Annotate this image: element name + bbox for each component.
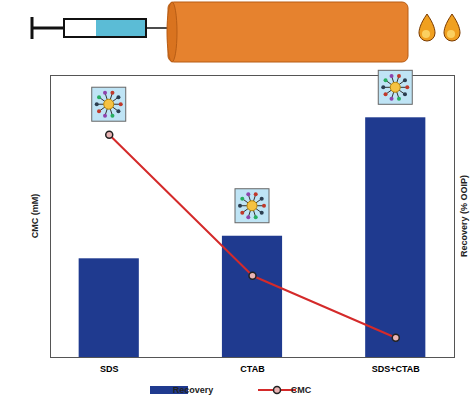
svg-text:Recovery: Recovery (173, 385, 214, 395)
svg-text:SDS: SDS (100, 364, 119, 374)
svg-text:CMC: CMC (291, 385, 312, 395)
svg-text:CMC (mM): CMC (mM) (30, 194, 40, 239)
svg-text:SDS+CTAB: SDS+CTAB (372, 364, 421, 374)
svg-text:Recovery (% OOIP): Recovery (% OOIP) (459, 175, 469, 257)
svg-text:CTAB: CTAB (240, 364, 265, 374)
